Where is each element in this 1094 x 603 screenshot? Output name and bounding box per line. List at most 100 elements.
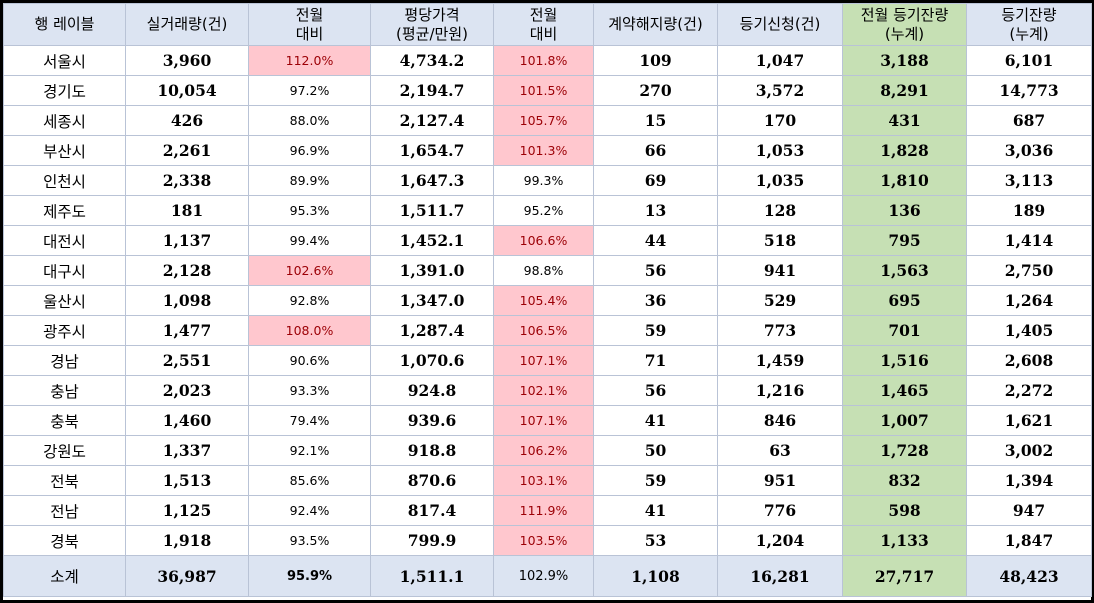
region-cell[interactable]: 전북 [3, 465, 126, 496]
price-cell[interactable]: 924.8 [370, 375, 494, 406]
volume-mom-cell[interactable]: 95.3% [248, 195, 371, 226]
cancel-cell[interactable]: 56 [593, 255, 718, 286]
volume-mom-cell[interactable]: 89.9% [248, 165, 371, 196]
volume-cell[interactable]: 1,513 [125, 465, 249, 496]
volume-cell[interactable]: 1,918 [125, 525, 249, 556]
reg-apply-cell[interactable]: 128 [717, 195, 843, 226]
price-cell[interactable]: 4,734.2 [370, 45, 494, 76]
cancel-cell[interactable]: 59 [593, 465, 718, 496]
cancel-cell[interactable]: 109 [593, 45, 718, 76]
balance-cell[interactable]: 1,847 [966, 525, 1092, 556]
volume-cell[interactable]: 2,023 [125, 375, 249, 406]
prev-balance-cell[interactable]: 136 [842, 195, 967, 226]
cancel-cell[interactable]: 59 [593, 315, 718, 346]
region-cell[interactable]: 대구시 [3, 255, 126, 286]
volume-cell[interactable]: 2,128 [125, 255, 249, 286]
cancel-cell[interactable]: 41 [593, 495, 718, 526]
cancel-cell[interactable]: 41 [593, 405, 718, 436]
volume-cell[interactable]: 1,477 [125, 315, 249, 346]
volume-mom-cell[interactable]: 97.2% [248, 75, 371, 106]
reg-apply-cell[interactable]: 1,053 [717, 135, 843, 166]
volume-cell[interactable]: 426 [125, 105, 249, 136]
prev-balance-cell[interactable]: 832 [842, 465, 967, 496]
region-cell[interactable]: 세종시 [3, 105, 126, 136]
cancel-cell[interactable]: 270 [593, 75, 718, 106]
reg-apply-cell[interactable]: 1,047 [717, 45, 843, 76]
total-balance[interactable]: 48,423 [966, 555, 1092, 597]
reg-apply-cell[interactable]: 3,572 [717, 75, 843, 106]
region-cell[interactable]: 제주도 [3, 195, 126, 226]
region-cell[interactable]: 부산시 [3, 135, 126, 166]
volume-mom-cell[interactable]: 85.6% [248, 465, 371, 496]
volume-cell[interactable]: 2,338 [125, 165, 249, 196]
prev-balance-cell[interactable]: 1,828 [842, 135, 967, 166]
total-label[interactable]: 소계 [3, 555, 126, 597]
region-cell[interactable]: 광주시 [3, 315, 126, 346]
volume-cell[interactable]: 1,137 [125, 225, 249, 256]
balance-cell[interactable]: 687 [966, 105, 1092, 136]
price-cell[interactable]: 1,391.0 [370, 255, 494, 286]
balance-cell[interactable]: 1,405 [966, 315, 1092, 346]
prev-balance-cell[interactable]: 598 [842, 495, 967, 526]
header-cancel[interactable]: 계약해지량(건) [593, 3, 718, 46]
balance-cell[interactable]: 3,002 [966, 435, 1092, 466]
balance-cell[interactable]: 3,113 [966, 165, 1092, 196]
price-mom-cell[interactable]: 101.8% [493, 45, 594, 76]
volume-mom-cell[interactable]: 92.4% [248, 495, 371, 526]
total-reg-apply[interactable]: 16,281 [717, 555, 843, 597]
reg-apply-cell[interactable]: 846 [717, 405, 843, 436]
price-mom-cell[interactable]: 105.4% [493, 285, 594, 316]
header-reg-apply[interactable]: 등기신청(건) [717, 3, 843, 46]
price-cell[interactable]: 1,070.6 [370, 345, 494, 376]
price-mom-cell[interactable]: 105.7% [493, 105, 594, 136]
total-prev-balance[interactable]: 27,717 [842, 555, 967, 597]
price-cell[interactable]: 1,647.3 [370, 165, 494, 196]
cancel-cell[interactable]: 66 [593, 135, 718, 166]
volume-cell[interactable]: 2,551 [125, 345, 249, 376]
region-cell[interactable]: 인천시 [3, 165, 126, 196]
volume-mom-cell[interactable]: 93.3% [248, 375, 371, 406]
price-mom-cell[interactable]: 98.8% [493, 255, 594, 286]
region-cell[interactable]: 서울시 [3, 45, 126, 76]
price-mom-cell[interactable]: 95.2% [493, 195, 594, 226]
volume-cell[interactable]: 10,054 [125, 75, 249, 106]
volume-mom-cell[interactable]: 108.0% [248, 315, 371, 346]
reg-apply-cell[interactable]: 776 [717, 495, 843, 526]
price-cell[interactable]: 1,452.1 [370, 225, 494, 256]
reg-apply-cell[interactable]: 1,216 [717, 375, 843, 406]
region-cell[interactable]: 경남 [3, 345, 126, 376]
cancel-cell[interactable]: 50 [593, 435, 718, 466]
price-mom-cell[interactable]: 107.1% [493, 345, 594, 376]
reg-apply-cell[interactable]: 1,459 [717, 345, 843, 376]
header-volume-mom[interactable]: 전월 대비 [248, 3, 371, 46]
price-mom-cell[interactable]: 101.3% [493, 135, 594, 166]
price-mom-cell[interactable]: 99.3% [493, 165, 594, 196]
price-cell[interactable]: 2,127.4 [370, 105, 494, 136]
cancel-cell[interactable]: 13 [593, 195, 718, 226]
total-price-mom[interactable]: 102.9% [493, 555, 594, 597]
volume-mom-cell[interactable]: 112.0% [248, 45, 371, 76]
volume-cell[interactable]: 1,125 [125, 495, 249, 526]
region-cell[interactable]: 전남 [3, 495, 126, 526]
price-mom-cell[interactable]: 106.6% [493, 225, 594, 256]
volume-mom-cell[interactable]: 88.0% [248, 105, 371, 136]
prev-balance-cell[interactable]: 1,810 [842, 165, 967, 196]
volume-cell[interactable]: 181 [125, 195, 249, 226]
balance-cell[interactable]: 947 [966, 495, 1092, 526]
volume-cell[interactable]: 1,460 [125, 405, 249, 436]
price-cell[interactable]: 1,511.7 [370, 195, 494, 226]
total-price[interactable]: 1,511.1 [370, 555, 494, 597]
balance-cell[interactable]: 2,608 [966, 345, 1092, 376]
balance-cell[interactable]: 3,036 [966, 135, 1092, 166]
region-cell[interactable]: 충남 [3, 375, 126, 406]
reg-apply-cell[interactable]: 1,204 [717, 525, 843, 556]
balance-cell[interactable]: 6,101 [966, 45, 1092, 76]
cancel-cell[interactable]: 69 [593, 165, 718, 196]
reg-apply-cell[interactable]: 773 [717, 315, 843, 346]
total-volume[interactable]: 36,987 [125, 555, 249, 597]
volume-mom-cell[interactable]: 102.6% [248, 255, 371, 286]
volume-cell[interactable]: 3,960 [125, 45, 249, 76]
prev-balance-cell[interactable]: 1,516 [842, 345, 967, 376]
prev-balance-cell[interactable]: 431 [842, 105, 967, 136]
total-volume-mom[interactable]: 95.9% [248, 555, 371, 597]
